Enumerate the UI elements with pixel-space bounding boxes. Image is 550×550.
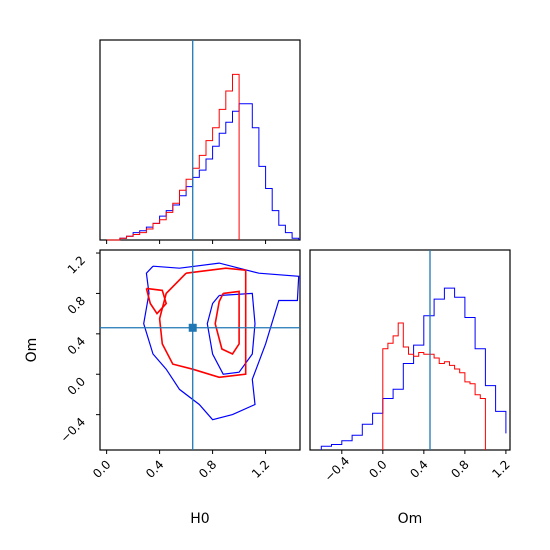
truth-marker	[188, 323, 197, 332]
contour-3	[214, 290, 240, 356]
om-y-tick-label-2: 0.4	[65, 334, 88, 357]
h0-histogram-frame	[99, 39, 301, 241]
contour-4	[145, 287, 168, 315]
om-histogram	[320, 250, 507, 450]
xlabel-h0: H0	[190, 511, 209, 527]
h0-histogram	[106, 40, 300, 241]
om-hist-series-1	[382, 322, 486, 450]
contour-1	[206, 292, 256, 375]
om-y-tick-label-1: 0.8	[65, 294, 88, 317]
ylabel-om: Om	[24, 338, 40, 363]
om-tick-label-1: 0.0	[366, 457, 389, 480]
xlabel-om: Om	[398, 511, 423, 527]
om-tick-label-4: 1.2	[489, 457, 512, 480]
h0-hist-series-1	[106, 73, 240, 241]
h0-tick-label-1: 0.4	[143, 457, 166, 480]
h0-tick-label-2: 0.8	[196, 457, 219, 480]
om-tick-label-2: 0.4	[407, 457, 430, 480]
om-tick-label-3: 0.8	[448, 457, 471, 480]
om-y-tick-label-0: 1.2	[65, 253, 88, 276]
h0-tick-label-0: 0.0	[90, 457, 113, 480]
contour-frame	[99, 249, 301, 451]
om-y-tick-label-4: −0.4	[58, 415, 89, 446]
om-tick-label-0: −0.4	[322, 454, 353, 485]
h0-tick-label-3: 1.2	[249, 457, 272, 480]
om-y-tick-label-3: 0.0	[65, 374, 88, 397]
h0-om-contours	[100, 250, 300, 450]
contour-0	[143, 262, 300, 421]
om-histogram-frame	[309, 249, 511, 451]
h0-hist-series-0	[106, 103, 300, 241]
